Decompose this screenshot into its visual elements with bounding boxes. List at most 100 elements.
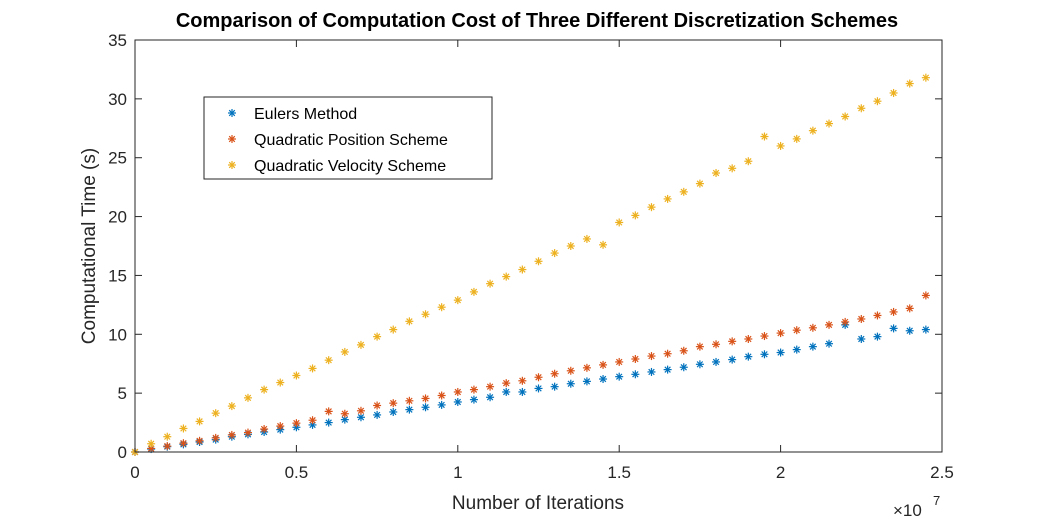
legend-entry: Eulers Method [254, 106, 357, 123]
data-point [340, 409, 349, 418]
data-point [550, 249, 559, 258]
data-point [712, 357, 721, 366]
data-point [873, 97, 882, 106]
data-point [825, 339, 834, 348]
data-point [566, 379, 575, 388]
data-point [921, 73, 930, 82]
data-point [857, 104, 866, 113]
data-point [760, 132, 769, 141]
data-point [211, 433, 220, 442]
data-point [534, 373, 543, 382]
data-point [502, 272, 511, 281]
data-point [179, 424, 188, 433]
data-point [631, 211, 640, 220]
data-point [550, 369, 559, 378]
y-tick-label: 20 [108, 208, 127, 227]
data-point [841, 112, 850, 121]
x-multiplier: ×10 7 [893, 493, 940, 519]
data-point [760, 350, 769, 359]
data-point [647, 203, 656, 212]
data-point [486, 382, 495, 391]
data-point [712, 169, 721, 178]
y-tick-label: 10 [108, 325, 127, 344]
legend-marker [228, 109, 236, 117]
x-tick-label: 0.5 [285, 463, 309, 482]
data-point [857, 314, 866, 323]
data-point [825, 320, 834, 329]
y-tick-label: 0 [118, 443, 127, 462]
data-point [647, 367, 656, 376]
data-point [695, 179, 704, 188]
data-point [663, 194, 672, 203]
data-point [453, 397, 462, 406]
x-tick-label: 2.5 [930, 463, 954, 482]
data-point [695, 342, 704, 351]
data-point [857, 334, 866, 343]
data-point [469, 395, 478, 404]
data-point [276, 378, 285, 387]
data-point [889, 88, 898, 97]
data-point [873, 332, 882, 341]
data-point [808, 126, 817, 135]
data-point [243, 393, 252, 402]
data-point [647, 352, 656, 361]
data-point [841, 317, 850, 326]
data-point [437, 400, 446, 409]
data-point [905, 304, 914, 313]
data-point [260, 425, 269, 434]
data-point [792, 326, 801, 335]
data-point [921, 291, 930, 300]
data-point [163, 442, 172, 451]
data-point [518, 387, 527, 396]
data-point [566, 242, 575, 250]
data-point [179, 439, 188, 448]
data-point [728, 337, 737, 346]
data-point [599, 375, 608, 384]
data-point [808, 323, 817, 332]
data-point [227, 402, 236, 411]
data-point [728, 355, 737, 364]
data-point [776, 348, 785, 357]
data-point [486, 279, 495, 288]
data-point [292, 371, 301, 380]
data-point [437, 391, 446, 400]
data-point [615, 372, 624, 381]
data-point [873, 311, 882, 320]
data-point [889, 324, 898, 333]
data-point [453, 296, 462, 305]
x-multiplier-exponent: 7 [933, 493, 940, 508]
x-tick-label: 0 [130, 463, 139, 482]
data-point [550, 382, 559, 391]
plot-border [134, 39, 943, 453]
data-point [340, 347, 349, 356]
data-point [373, 401, 382, 410]
data-point [211, 409, 220, 418]
data-point [679, 363, 688, 372]
data-point [534, 384, 543, 393]
legend-marker [228, 161, 236, 169]
data-point [486, 393, 495, 402]
data-point [905, 79, 914, 88]
x-tick-label: 1 [453, 463, 462, 482]
data-point [163, 432, 172, 441]
data-point [227, 430, 236, 439]
chart-title: Comparison of Computation Cost of Three … [176, 10, 898, 32]
data-point [243, 428, 252, 437]
data-point [373, 332, 382, 341]
data-point [566, 366, 575, 375]
data-point [308, 416, 317, 425]
data-point [260, 385, 269, 394]
data-point [808, 342, 817, 351]
data-point [518, 376, 527, 385]
data-point [631, 370, 640, 379]
x-tick-label: 1.5 [607, 463, 631, 482]
data-point [405, 405, 414, 414]
data-point [615, 218, 624, 227]
data-point [889, 307, 898, 316]
y-axis-label: Computational Time (s) [79, 148, 100, 344]
data-point [695, 360, 704, 369]
data-point [792, 345, 801, 354]
data-point [308, 364, 317, 373]
data-point [744, 334, 753, 343]
